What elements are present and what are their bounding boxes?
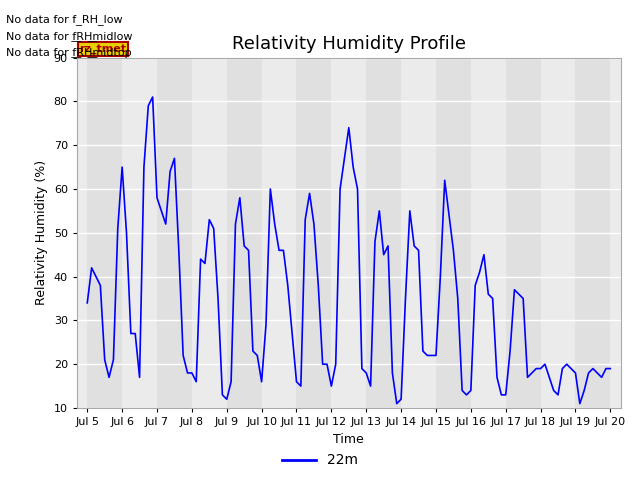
Title: Relativity Humidity Profile: Relativity Humidity Profile bbox=[232, 35, 466, 53]
Bar bbox=[401, 58, 436, 408]
Bar bbox=[87, 58, 122, 408]
Bar bbox=[157, 58, 192, 408]
Bar bbox=[541, 58, 575, 408]
Bar bbox=[332, 58, 366, 408]
Bar bbox=[506, 58, 541, 408]
Bar bbox=[471, 58, 506, 408]
Bar bbox=[227, 58, 262, 408]
Text: rz_tmet: rz_tmet bbox=[79, 44, 127, 54]
Text: No data for f_RH_low: No data for f_RH_low bbox=[6, 14, 123, 25]
Text: No data for f͟RH͟midtop: No data for f͟RH͟midtop bbox=[6, 48, 132, 58]
Bar bbox=[436, 58, 471, 408]
Bar bbox=[575, 58, 611, 408]
Text: No data for f͟RH͟midlow: No data for f͟RH͟midlow bbox=[6, 31, 133, 41]
Bar bbox=[122, 58, 157, 408]
Bar bbox=[262, 58, 296, 408]
Bar bbox=[192, 58, 227, 408]
Y-axis label: Relativity Humidity (%): Relativity Humidity (%) bbox=[35, 160, 48, 305]
Bar bbox=[296, 58, 332, 408]
Legend: 22m: 22m bbox=[276, 448, 364, 473]
Bar bbox=[366, 58, 401, 408]
X-axis label: Time: Time bbox=[333, 432, 364, 445]
